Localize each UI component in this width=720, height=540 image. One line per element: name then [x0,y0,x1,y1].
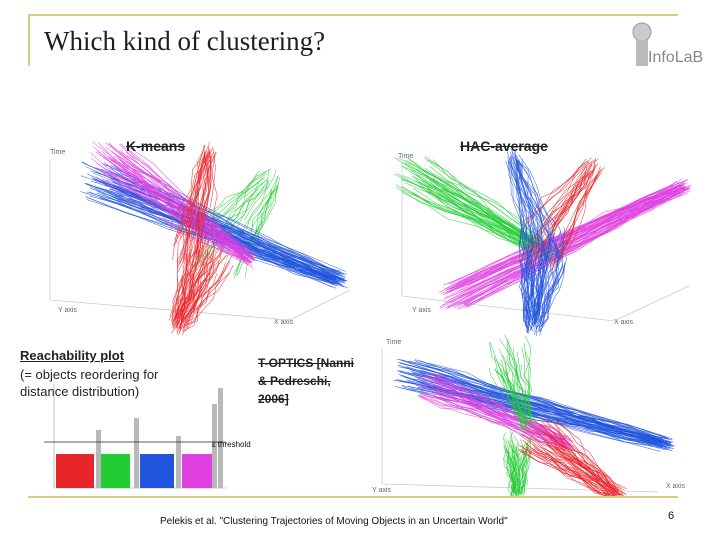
footer-rule [28,496,678,498]
x-axis-label: X axis [614,319,634,326]
y-axis-label: Y axis [372,487,391,494]
slide-title: Which kind of clustering? [44,26,326,56]
reachability-plot [44,384,226,489]
reachability-title: Reachability plot [20,348,125,363]
infolab-logo: InfoLaB [632,22,703,66]
kmeans-label: K-means [126,138,186,154]
svg-text:InfoLaB: InfoLaB [648,49,703,66]
x-axis-label: X axis [274,319,294,326]
time-axis-label: Time [386,339,401,346]
kmeans-plot: Time Y axis X axis [49,141,351,335]
t-optics-plot: Time Y axis X axis [372,334,686,496]
t-optics-label: T-OPTICS [Nanni & Pedreschi, 2006] [258,356,354,406]
y-axis-label: Y axis [412,307,431,314]
title-frame-left [28,14,30,66]
page-number: 6 [668,510,675,522]
time-axis-label: Time [50,149,65,156]
citation: Pelekis et al. "Clustering Trajectories … [160,516,508,527]
hac-average-plot: Time Y axis X axis [394,149,692,336]
time-axis-label: Time [398,153,413,160]
threshold-label: ε threshold [212,440,251,449]
hac-average-label: HAC-average [460,138,548,154]
y-axis-label: Y axis [58,307,77,314]
reachability-description: (= objects reordering for distance distr… [20,367,159,399]
x-axis-label: X axis [666,483,686,490]
title-frame-top [28,14,678,16]
